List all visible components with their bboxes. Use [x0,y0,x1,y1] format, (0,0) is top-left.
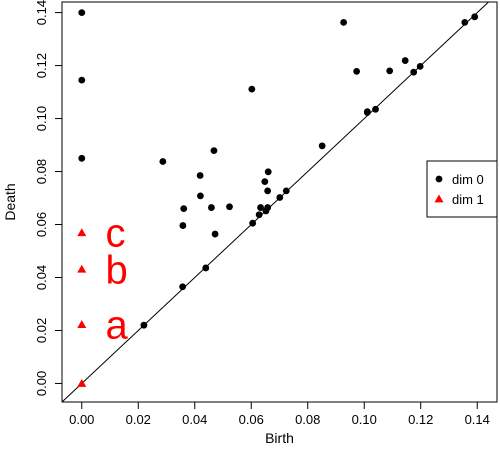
dim0-point [226,203,233,211]
legend-box [426,160,498,218]
y-axis: 0.00 0.02 0.04 0.06 0.08 0.10 0.12 0.14 [34,0,62,396]
x-tick-label: 0.02 [126,412,151,427]
diagonal-line [61,1,489,403]
dim0-point [208,204,215,211]
legend-label: dim 1 [452,192,484,207]
dim0-point [179,283,187,291]
dim0-point [353,68,361,75]
dim0-point [255,211,263,219]
x-tick-label: 0.14 [465,412,490,427]
dim0-point [202,264,210,272]
dim1-point [77,264,87,273]
dim0-point [282,187,290,195]
legend-label: dim 0 [452,172,484,187]
data-points [77,9,479,387]
dim0-point [372,105,379,113]
dim0-point [248,85,256,93]
dim0-point [471,13,479,21]
dim0-point [410,68,418,76]
y-tick-label: 0.08 [34,159,49,184]
dim1-point [77,378,87,387]
dim0-point [261,178,269,186]
annotation-label: a [106,304,129,348]
dim1-point [77,320,87,329]
dim0-point [78,76,86,84]
dim0-point [159,158,167,165]
dim0-point [210,147,218,155]
dim0-point [401,57,409,64]
dim0-point [179,222,187,229]
x-axis: 0.00 0.02 0.04 0.06 0.08 0.10 0.12 0.14 [69,402,490,427]
dim0-point [340,18,348,26]
legend-circle-icon [435,175,443,183]
y-tick-label: 0.06 [34,212,49,237]
dim0-point [276,194,284,201]
dim0-point [140,321,148,329]
y-tick-label: 0.04 [34,265,49,290]
x-tick-label: 0.00 [69,412,94,427]
dim0-point [461,18,469,26]
dim0-point [264,204,272,211]
x-tick-label: 0.12 [408,412,433,427]
y-tick-label: 0.14 [34,0,49,25]
dim0-point [78,9,86,16]
annotations: cba [106,212,129,348]
x-tick-label: 0.10 [352,412,377,427]
dim0-point [264,187,272,195]
y-tick-label: 0.12 [34,53,49,78]
x-tick-label: 0.04 [182,412,207,427]
dim0-point [363,108,371,116]
dim0-point [180,205,188,213]
y-tick-label: 0.02 [34,318,49,343]
dim0-point [196,172,204,179]
x-axis-title: Birth [265,430,294,446]
dim0-point [197,192,204,200]
dim0-point [211,230,219,238]
x-tick-label: 0.06 [239,412,264,427]
legend: dim 0 dim 1 [426,160,498,218]
y-tick-label: 0.10 [34,106,49,131]
y-tick-label: 0.00 [34,371,49,396]
x-tick-label: 0.08 [295,412,320,427]
dim1-point [77,228,87,237]
dim0-point [264,168,272,176]
annotation-label: c [106,212,126,256]
dim0-point [257,204,264,211]
dim0-point [318,142,326,150]
legend-triangle-icon [434,194,444,203]
dim0-point [249,219,257,227]
dim0-point [386,67,394,75]
dim0-point [78,154,86,162]
dim0-point [416,62,424,70]
annotation-label: b [106,248,128,292]
y-axis-title: Death [2,183,18,220]
